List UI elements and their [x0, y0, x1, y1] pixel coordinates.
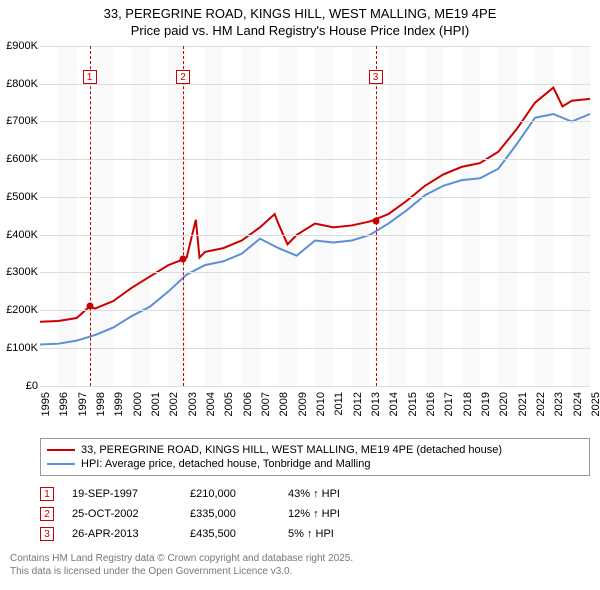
x-tick-label: 2004 [205, 392, 217, 416]
sale-marker-icon: 2 [40, 507, 54, 521]
sale-date: 26-APR-2013 [72, 528, 172, 540]
x-tick-label: 2006 [242, 392, 254, 416]
x-tick-label: 2001 [150, 392, 162, 416]
sale-date: 25-OCT-2002 [72, 508, 172, 520]
marker-box: 1 [83, 70, 97, 84]
legend-swatch [47, 463, 75, 465]
marker-box: 2 [176, 70, 190, 84]
x-tick-label: 2014 [388, 392, 400, 416]
x-tick-label: 1996 [58, 392, 70, 416]
y-tick-label: £700K [6, 115, 38, 127]
sale-row: 3 26-APR-2013 £435,500 5% ↑ HPI [40, 524, 590, 544]
sale-hpi: 5% ↑ HPI [288, 528, 378, 540]
sale-marker-icon: 1 [40, 487, 54, 501]
y-tick-label: £100K [6, 342, 38, 354]
x-tick-label: 2025 [590, 392, 600, 416]
x-tick-label: 2005 [223, 392, 235, 416]
y-axis: £0£100K£200K£300K£400K£500K£600K£700K£80… [2, 46, 40, 386]
y-tick-label: £900K [6, 40, 38, 52]
x-tick-label: 2009 [297, 392, 309, 416]
sale-price: £335,000 [190, 508, 270, 520]
legend-label: HPI: Average price, detached house, Tonb… [81, 458, 370, 470]
title-line1: 33, PEREGRINE ROAD, KINGS HILL, WEST MAL… [8, 6, 592, 23]
x-tick-label: 2012 [352, 392, 364, 416]
x-tick-label: 1999 [113, 392, 125, 416]
x-tick-label: 2024 [572, 392, 584, 416]
marker-line [183, 46, 184, 386]
sales-table: 1 19-SEP-1997 £210,000 43% ↑ HPI 2 25-OC… [40, 484, 590, 544]
plot-region: 1 2 3 [40, 46, 590, 386]
chart-lines [40, 46, 590, 386]
sale-price: £210,000 [190, 488, 270, 500]
y-tick-label: £800K [6, 78, 38, 90]
page-container: 33, PEREGRINE ROAD, KINGS HILL, WEST MAL… [0, 0, 600, 590]
footer-attribution: Contains HM Land Registry data © Crown c… [10, 552, 590, 578]
marker-line [376, 46, 377, 386]
sale-hpi: 12% ↑ HPI [288, 508, 378, 520]
series-price_paid [40, 87, 590, 321]
x-tick-label: 2008 [278, 392, 290, 416]
x-tick-label: 2022 [535, 392, 547, 416]
y-tick-label: £600K [6, 153, 38, 165]
sale-price: £435,500 [190, 528, 270, 540]
marker-line [90, 46, 91, 386]
x-tick-label: 2003 [187, 392, 199, 416]
y-tick-label: £400K [6, 229, 38, 241]
x-tick-label: 2011 [333, 392, 345, 416]
marker-box: 3 [369, 70, 383, 84]
x-tick-label: 2017 [443, 392, 455, 416]
x-tick-label: 2013 [370, 392, 382, 416]
legend-swatch [47, 449, 75, 451]
x-tick-label: 1998 [95, 392, 107, 416]
y-tick-label: £200K [6, 304, 38, 316]
x-tick-label: 2016 [425, 392, 437, 416]
x-tick-label: 2020 [498, 392, 510, 416]
title-block: 33, PEREGRINE ROAD, KINGS HILL, WEST MAL… [0, 0, 600, 42]
sale-marker-icon: 3 [40, 527, 54, 541]
footer-line1: Contains HM Land Registry data © Crown c… [10, 552, 590, 565]
marker-dot [180, 256, 187, 263]
x-tick-label: 2002 [168, 392, 180, 416]
legend-box: 33, PEREGRINE ROAD, KINGS HILL, WEST MAL… [40, 438, 590, 476]
footer-line2: This data is licensed under the Open Gov… [10, 565, 590, 578]
chart-area: £0 £100K £200K £300K £400K £500K £600K £700K £80… [2, 46, 590, 436]
x-tick-label: 2007 [260, 392, 272, 416]
marker-dot [86, 303, 93, 310]
x-tick-label: 2018 [462, 392, 474, 416]
sale-row: 1 19-SEP-1997 £210,000 43% ↑ HPI [40, 484, 590, 504]
x-tick-label: 1995 [40, 392, 52, 416]
x-tick-label: 2023 [553, 392, 565, 416]
y-tick-label: £0 [26, 380, 38, 392]
sale-date: 19-SEP-1997 [72, 488, 172, 500]
legend-label: 33, PEREGRINE ROAD, KINGS HILL, WEST MAL… [81, 444, 502, 456]
x-axis: 1995 1996 1997 1998 1999 2000 2001 2002 2003 2004… [40, 386, 590, 436]
x-tick-label: 2019 [480, 392, 492, 416]
legend-row: HPI: Average price, detached house, Tonb… [47, 457, 583, 471]
legend-row: 33, PEREGRINE ROAD, KINGS HILL, WEST MAL… [47, 443, 583, 457]
y-tick-label: £500K [6, 191, 38, 203]
x-tick-label: 2010 [315, 392, 327, 416]
sale-hpi: 43% ↑ HPI [288, 488, 378, 500]
title-line2: Price paid vs. HM Land Registry's House … [8, 23, 592, 40]
x-tick-label: 2000 [132, 392, 144, 416]
x-tick-label: 2021 [517, 392, 529, 416]
marker-dot [372, 218, 379, 225]
x-tick-label: 2015 [407, 392, 419, 416]
sale-row: 2 25-OCT-2002 £335,000 12% ↑ HPI [40, 504, 590, 524]
y-tick-label: £300K [6, 266, 38, 278]
x-tick-label: 1997 [77, 392, 89, 416]
